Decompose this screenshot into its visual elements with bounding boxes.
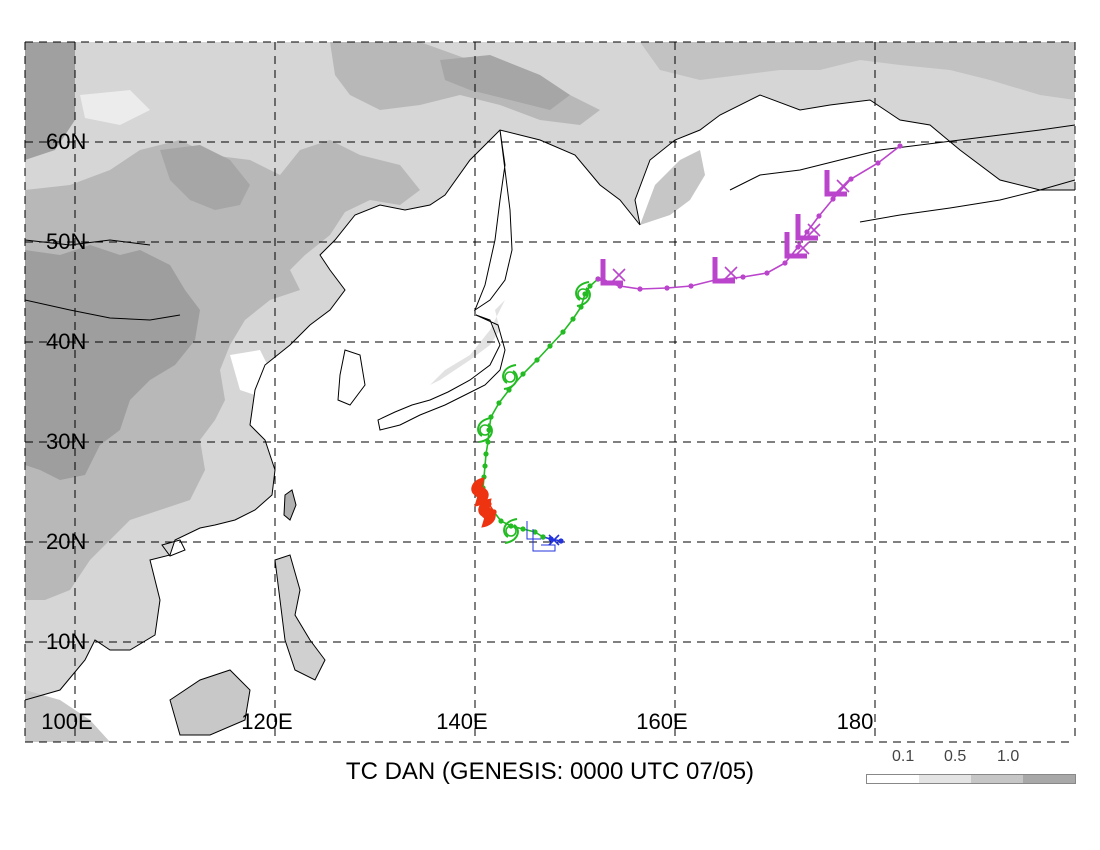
extratropical-segment-point bbox=[637, 286, 643, 292]
legend-ticks: 0.1 0.5 1.0 bbox=[866, 748, 1076, 768]
lon-label: 140E bbox=[436, 709, 487, 734]
tropical-storm-symbol bbox=[502, 364, 518, 390]
extratropical-low-symbol bbox=[600, 259, 623, 286]
lat-label: 10N bbox=[46, 629, 86, 654]
land-shade-dark-3 bbox=[440, 55, 570, 110]
storm-segment-point bbox=[560, 329, 566, 335]
extratropical-segment-point bbox=[764, 270, 770, 276]
land-shade-sumatra bbox=[25, 690, 110, 742]
legend-swatch bbox=[971, 775, 1023, 783]
lat-label: 20N bbox=[46, 529, 86, 554]
extratropical-low-symbol bbox=[824, 170, 847, 197]
lon-label: 160E bbox=[636, 709, 687, 734]
lon-label: 100E bbox=[41, 709, 92, 734]
storm-segment-point bbox=[547, 343, 553, 349]
extratropical-segment-point bbox=[830, 196, 836, 202]
land-shade-borneo bbox=[170, 670, 250, 735]
storm-segment-point bbox=[498, 518, 504, 524]
extratropical-low-symbol bbox=[795, 214, 818, 241]
extratropical-segment-point bbox=[897, 143, 903, 149]
tropical-storm-symbol bbox=[503, 518, 519, 544]
extratropical-segment-point bbox=[664, 285, 670, 291]
lon-label: 180 bbox=[837, 709, 874, 734]
extratropical-cross bbox=[796, 241, 810, 255]
storm-track bbox=[471, 143, 903, 552]
extratropical-cross bbox=[724, 266, 738, 280]
storm-segment-point bbox=[496, 400, 502, 406]
storm-segment-point bbox=[532, 529, 538, 535]
legend-swatch bbox=[919, 775, 971, 783]
tropical-storm-symbol-eye bbox=[577, 288, 589, 300]
shading-legend: 0.1 0.5 1.0 bbox=[866, 748, 1076, 788]
extratropical-segment-point bbox=[688, 283, 694, 289]
land-white-patch-2 bbox=[80, 90, 150, 125]
extratropical-segment-point bbox=[782, 260, 788, 266]
latitude-labels: 60N 50N 40N 30N 20N 10N bbox=[46, 129, 86, 654]
storm-segment-point bbox=[570, 316, 576, 322]
storm-segment bbox=[482, 278, 599, 489]
storm-segment-point bbox=[540, 534, 546, 540]
terrain-layer bbox=[25, 42, 1075, 742]
land-shade-kamchatka bbox=[640, 150, 705, 225]
legend-tick: 0.1 bbox=[892, 748, 915, 765]
tropical-storm-symbol-eye bbox=[505, 525, 517, 537]
lat-label: 60N bbox=[46, 129, 86, 154]
lon-label: 120E bbox=[241, 709, 292, 734]
lat-label: 30N bbox=[46, 429, 86, 454]
extratropical-segment-point bbox=[595, 276, 601, 282]
legend-colorbar bbox=[866, 774, 1076, 784]
extratropical-segment-point bbox=[875, 160, 881, 166]
storm-segment-point bbox=[482, 463, 488, 469]
legend-swatch bbox=[867, 775, 919, 783]
map-title: TC DAN (GENESIS: 0000 UTC 07/05) bbox=[345, 758, 755, 785]
land-shade-philippines bbox=[275, 555, 325, 680]
storm-segment-point bbox=[520, 371, 526, 377]
storm-segment-point bbox=[587, 283, 593, 289]
storm-segment-point bbox=[520, 526, 526, 532]
tropical-storm-symbol bbox=[477, 417, 493, 443]
land-white-patch bbox=[230, 350, 270, 395]
legend-tick: 1.0 bbox=[997, 748, 1020, 765]
coastlines bbox=[25, 94, 1075, 736]
typhoon-symbol-eye bbox=[474, 486, 486, 498]
depression-segment-point bbox=[558, 538, 564, 544]
legend-tick: 0.5 bbox=[944, 748, 967, 765]
land-shade-dark-2 bbox=[160, 145, 250, 210]
tropical-storm-symbol-eye bbox=[479, 424, 491, 436]
land-shade-mid-siberia bbox=[640, 42, 1075, 100]
storm-segment-point bbox=[483, 451, 489, 457]
tropical-storm-symbol bbox=[575, 281, 591, 307]
extratropical-segment-point bbox=[848, 176, 854, 182]
depression-symbol bbox=[526, 521, 556, 552]
storm-segment-point bbox=[485, 439, 491, 445]
extratropical-low-symbol bbox=[784, 232, 807, 259]
extratropical-cross bbox=[836, 179, 850, 193]
lat-label: 40N bbox=[46, 329, 86, 354]
typhoon-symbol-eye bbox=[481, 507, 493, 519]
extratropical-cross bbox=[807, 223, 821, 237]
depression-cross bbox=[548, 534, 560, 546]
storm-segment-point bbox=[582, 291, 588, 297]
extratropical-segment-point bbox=[804, 229, 810, 235]
extratropical-segment-point bbox=[816, 213, 822, 219]
extratropical-low-symbol bbox=[712, 257, 735, 284]
storm-segment-point bbox=[534, 357, 540, 363]
land-shade-dark-4 bbox=[25, 42, 75, 160]
longitude-labels: 100E 120E 140E 160E 180 bbox=[41, 709, 873, 734]
graticule bbox=[24, 41, 1076, 743]
lat-label: 50N bbox=[46, 229, 86, 254]
extratropical-segment-point bbox=[795, 244, 801, 250]
land-shade-dark bbox=[25, 245, 200, 480]
legend-swatch bbox=[1023, 775, 1075, 783]
tropical-storm-symbol-eye bbox=[504, 371, 516, 383]
extratropical-cross bbox=[612, 268, 626, 282]
extratropical-segment-point bbox=[740, 274, 746, 280]
